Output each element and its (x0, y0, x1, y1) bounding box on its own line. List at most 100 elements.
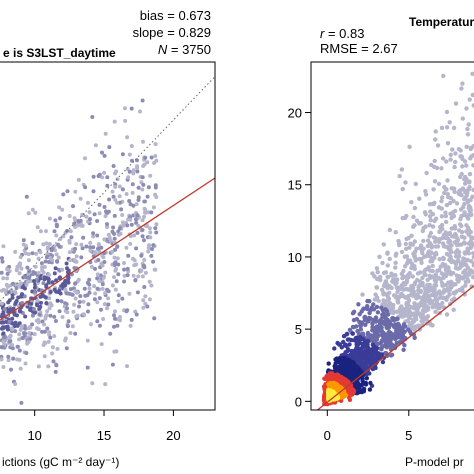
left-point (14, 267, 19, 272)
left-point (102, 170, 107, 175)
left-point (60, 315, 65, 319)
left-point (76, 219, 81, 224)
left-point (11, 356, 16, 361)
left-point (102, 302, 107, 307)
left-point (77, 300, 82, 304)
left-point (127, 291, 132, 296)
left-point (84, 244, 89, 249)
left-point (152, 316, 157, 321)
right-point (393, 230, 398, 235)
right-point (404, 278, 410, 283)
left-point (127, 199, 132, 203)
left-point (133, 278, 138, 283)
left-point (152, 161, 157, 165)
right-point (354, 342, 359, 347)
left-point (7, 339, 12, 344)
left-point (55, 298, 60, 303)
left-point (119, 207, 124, 212)
right-point (452, 291, 457, 296)
left-point (74, 242, 79, 247)
left-point (71, 309, 76, 314)
left-point (32, 285, 37, 290)
left-point (7, 298, 12, 303)
left-point (115, 177, 120, 182)
right-point (433, 309, 438, 314)
right-point (373, 316, 378, 321)
right-point (467, 97, 472, 102)
right-point (364, 376, 369, 381)
right-point (462, 250, 467, 255)
right-point (438, 264, 443, 269)
left-point (131, 256, 135, 261)
left-point (68, 229, 73, 234)
left-point (111, 194, 116, 199)
right-point (344, 343, 349, 349)
left-point (143, 155, 148, 160)
right-point (437, 229, 442, 235)
left-point (99, 307, 103, 312)
left-point (74, 254, 79, 259)
right-point (451, 210, 456, 215)
left-point (0, 345, 5, 350)
left-point (75, 223, 80, 228)
right-point (335, 340, 340, 346)
right-point (400, 314, 405, 319)
left-point (86, 302, 91, 307)
right-point (460, 156, 465, 162)
right-point (417, 279, 423, 284)
left-point (47, 296, 52, 301)
right-point (367, 371, 372, 376)
left-point (141, 139, 145, 144)
right-point (386, 297, 391, 302)
right-point (369, 336, 374, 341)
right-point (425, 314, 431, 319)
right-point (412, 335, 417, 340)
left-point (149, 283, 154, 288)
left-point (117, 226, 122, 231)
left-point (122, 273, 127, 278)
left-point (75, 313, 80, 318)
right-point (430, 224, 436, 229)
left-point (112, 255, 117, 260)
left-point (100, 282, 105, 287)
left-point (108, 238, 113, 243)
left-point (117, 184, 122, 189)
left-point (95, 233, 100, 238)
left-point (20, 292, 24, 297)
left-point (52, 334, 57, 339)
left-point (34, 251, 39, 256)
left-point (36, 327, 41, 332)
right-point (420, 312, 425, 317)
right-point (365, 342, 370, 347)
left-point (0, 357, 4, 362)
left-point (44, 301, 49, 306)
right-point (397, 242, 402, 248)
right-point (359, 320, 365, 325)
left-point (45, 251, 50, 256)
left-point (122, 261, 126, 265)
right-point (433, 129, 438, 134)
left-point (67, 238, 72, 243)
right-point (470, 194, 474, 199)
right-point (465, 225, 471, 230)
left-point (40, 329, 45, 334)
left-point (0, 270, 4, 275)
right-point (442, 287, 447, 293)
right-point (423, 189, 428, 194)
left-point (33, 264, 38, 269)
left-point (19, 400, 24, 405)
right-point (440, 256, 446, 261)
left-stat-n-value: = 3750 (167, 42, 211, 57)
left-x-tick-label: 20 (166, 428, 180, 443)
right-point (455, 241, 460, 246)
left-point (32, 279, 36, 284)
right-point (468, 146, 473, 152)
right-point (448, 152, 453, 157)
left-point (48, 301, 53, 306)
left-point (110, 249, 115, 254)
right-point (354, 317, 360, 322)
right-point (380, 307, 385, 313)
right-point (453, 101, 459, 106)
right-point (379, 325, 384, 330)
right-point (423, 272, 428, 278)
